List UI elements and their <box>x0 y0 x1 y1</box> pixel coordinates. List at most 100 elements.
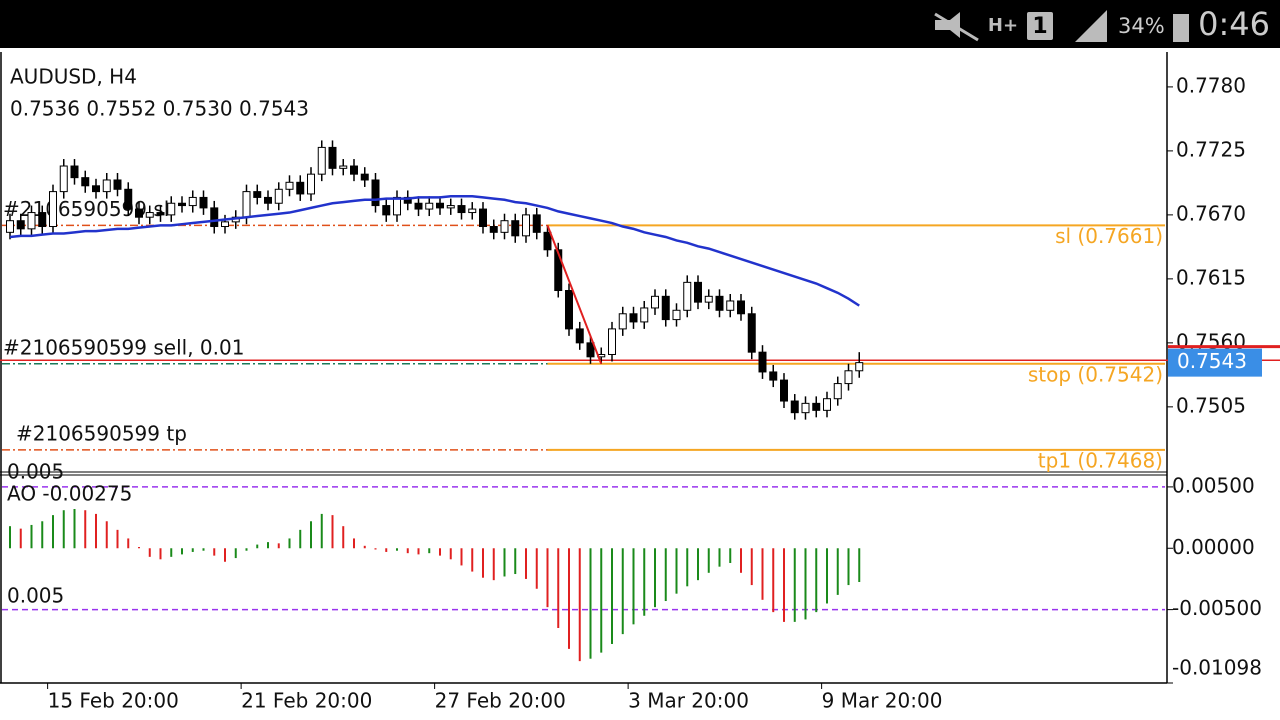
candle-body <box>350 165 358 175</box>
candle-body <box>81 177 90 187</box>
candle-body <box>156 212 165 216</box>
candle-body <box>92 185 100 193</box>
candle-body <box>178 202 186 207</box>
y-tick-label: 0.7780 <box>1176 73 1246 97</box>
candle-body <box>221 221 229 228</box>
candle-body <box>70 165 79 179</box>
battery-level: 34% <box>1118 14 1165 38</box>
candle-body <box>844 370 853 385</box>
candle-body <box>339 165 348 169</box>
level-label: tp1 (0.7468) <box>1038 448 1163 472</box>
candle-body <box>683 281 692 311</box>
candle-body <box>167 202 176 216</box>
mute-icon <box>935 12 960 38</box>
network-type: H+ <box>988 15 1018 36</box>
candle-body <box>145 212 154 218</box>
candle-body <box>210 207 219 228</box>
candle-body <box>586 342 595 358</box>
candle-body <box>769 371 778 381</box>
current-price-box <box>1168 348 1262 377</box>
candle-body <box>253 191 262 198</box>
candle-body <box>371 179 380 207</box>
x-tick-label: 3 Mar 20:00 <box>628 689 749 713</box>
candle-body <box>608 328 616 355</box>
indicator-y-tick-label: 0.00500 <box>1172 473 1255 497</box>
x-tick-label: 27 Feb 20:00 <box>435 689 566 713</box>
candle-body <box>640 307 649 323</box>
candle-body <box>651 295 659 309</box>
candle-body <box>812 402 821 411</box>
candle-body <box>543 231 552 251</box>
y-tick-label: 0.7725 <box>1176 137 1246 161</box>
candle-body <box>855 362 864 372</box>
candle-body <box>6 220 14 233</box>
candle-body <box>468 208 477 214</box>
indicator-y-tick-label: 0.00000 <box>1172 535 1255 559</box>
current-price-label: 0.7543 <box>1177 349 1247 373</box>
moving-average <box>9 195 860 307</box>
candle-body <box>446 205 455 209</box>
candle-body <box>113 179 122 190</box>
candle-body <box>737 300 745 315</box>
candle-body <box>565 290 573 330</box>
candle-body <box>823 398 831 411</box>
candle-body <box>264 196 272 204</box>
candle-body <box>554 249 563 292</box>
trend-line <box>546 224 603 365</box>
candle-body <box>618 313 627 330</box>
sim-icon <box>1027 12 1053 40</box>
mute-slash <box>934 12 979 42</box>
candle-body <box>694 281 702 303</box>
candle-body <box>285 181 294 190</box>
candle-body <box>790 400 799 414</box>
candle-body <box>38 212 47 228</box>
indicator-level-label: 0.005 <box>7 584 64 608</box>
candle-body <box>27 212 36 230</box>
candle-body <box>629 313 638 323</box>
x-tick-label: 21 Feb 20:00 <box>241 689 372 713</box>
status-icons <box>934 10 1189 42</box>
signal-icon <box>1075 10 1107 42</box>
y-tick-label: 0.7615 <box>1176 265 1246 289</box>
candle-body <box>726 300 735 311</box>
candle-body <box>457 205 466 214</box>
candle-body <box>274 188 283 204</box>
candle-body <box>317 146 326 175</box>
candle-body <box>500 220 509 233</box>
x-tick-label: 9 Mar 20:00 <box>822 689 943 713</box>
candle-body <box>704 295 713 303</box>
ohlc-label: 0.7536 0.7552 0.7530 0.7543 <box>10 97 309 121</box>
candle-body <box>382 205 391 216</box>
candle-body <box>780 379 788 402</box>
y-tick-label: 0.7670 <box>1176 201 1246 225</box>
candle-body <box>672 309 681 321</box>
candle-body <box>307 173 315 195</box>
candle-body <box>436 202 444 209</box>
clock: 0:46 <box>1198 5 1270 43</box>
candle-body <box>511 220 520 237</box>
status-bar <box>0 0 1280 48</box>
candle-body <box>414 202 423 210</box>
candle-body <box>102 179 111 193</box>
candle-body <box>575 328 584 344</box>
symbol-title: AUDUSD, H4 <box>10 65 137 89</box>
candle-body <box>393 196 401 216</box>
candle-body <box>124 188 133 210</box>
battery-icon <box>1173 14 1189 42</box>
candle-body <box>425 202 434 210</box>
candle-body <box>522 214 530 237</box>
order-label: #2106590599 tp <box>16 421 187 445</box>
candle-body <box>360 173 369 181</box>
chart-background <box>0 48 1280 720</box>
candle-body <box>49 191 57 228</box>
candle-body <box>16 220 25 230</box>
order-label: #2106590599 sell, 0.01 <box>3 335 244 359</box>
indicator-y-tick-label: -0.00500 <box>1172 596 1262 620</box>
candle-body <box>532 214 541 233</box>
sim-number: 1 <box>1032 14 1047 39</box>
indicator-y-tick-label: -0.01098 <box>1172 656 1262 680</box>
x-tick-label: 15 Feb 20:00 <box>48 689 179 713</box>
candle-body <box>801 402 810 414</box>
